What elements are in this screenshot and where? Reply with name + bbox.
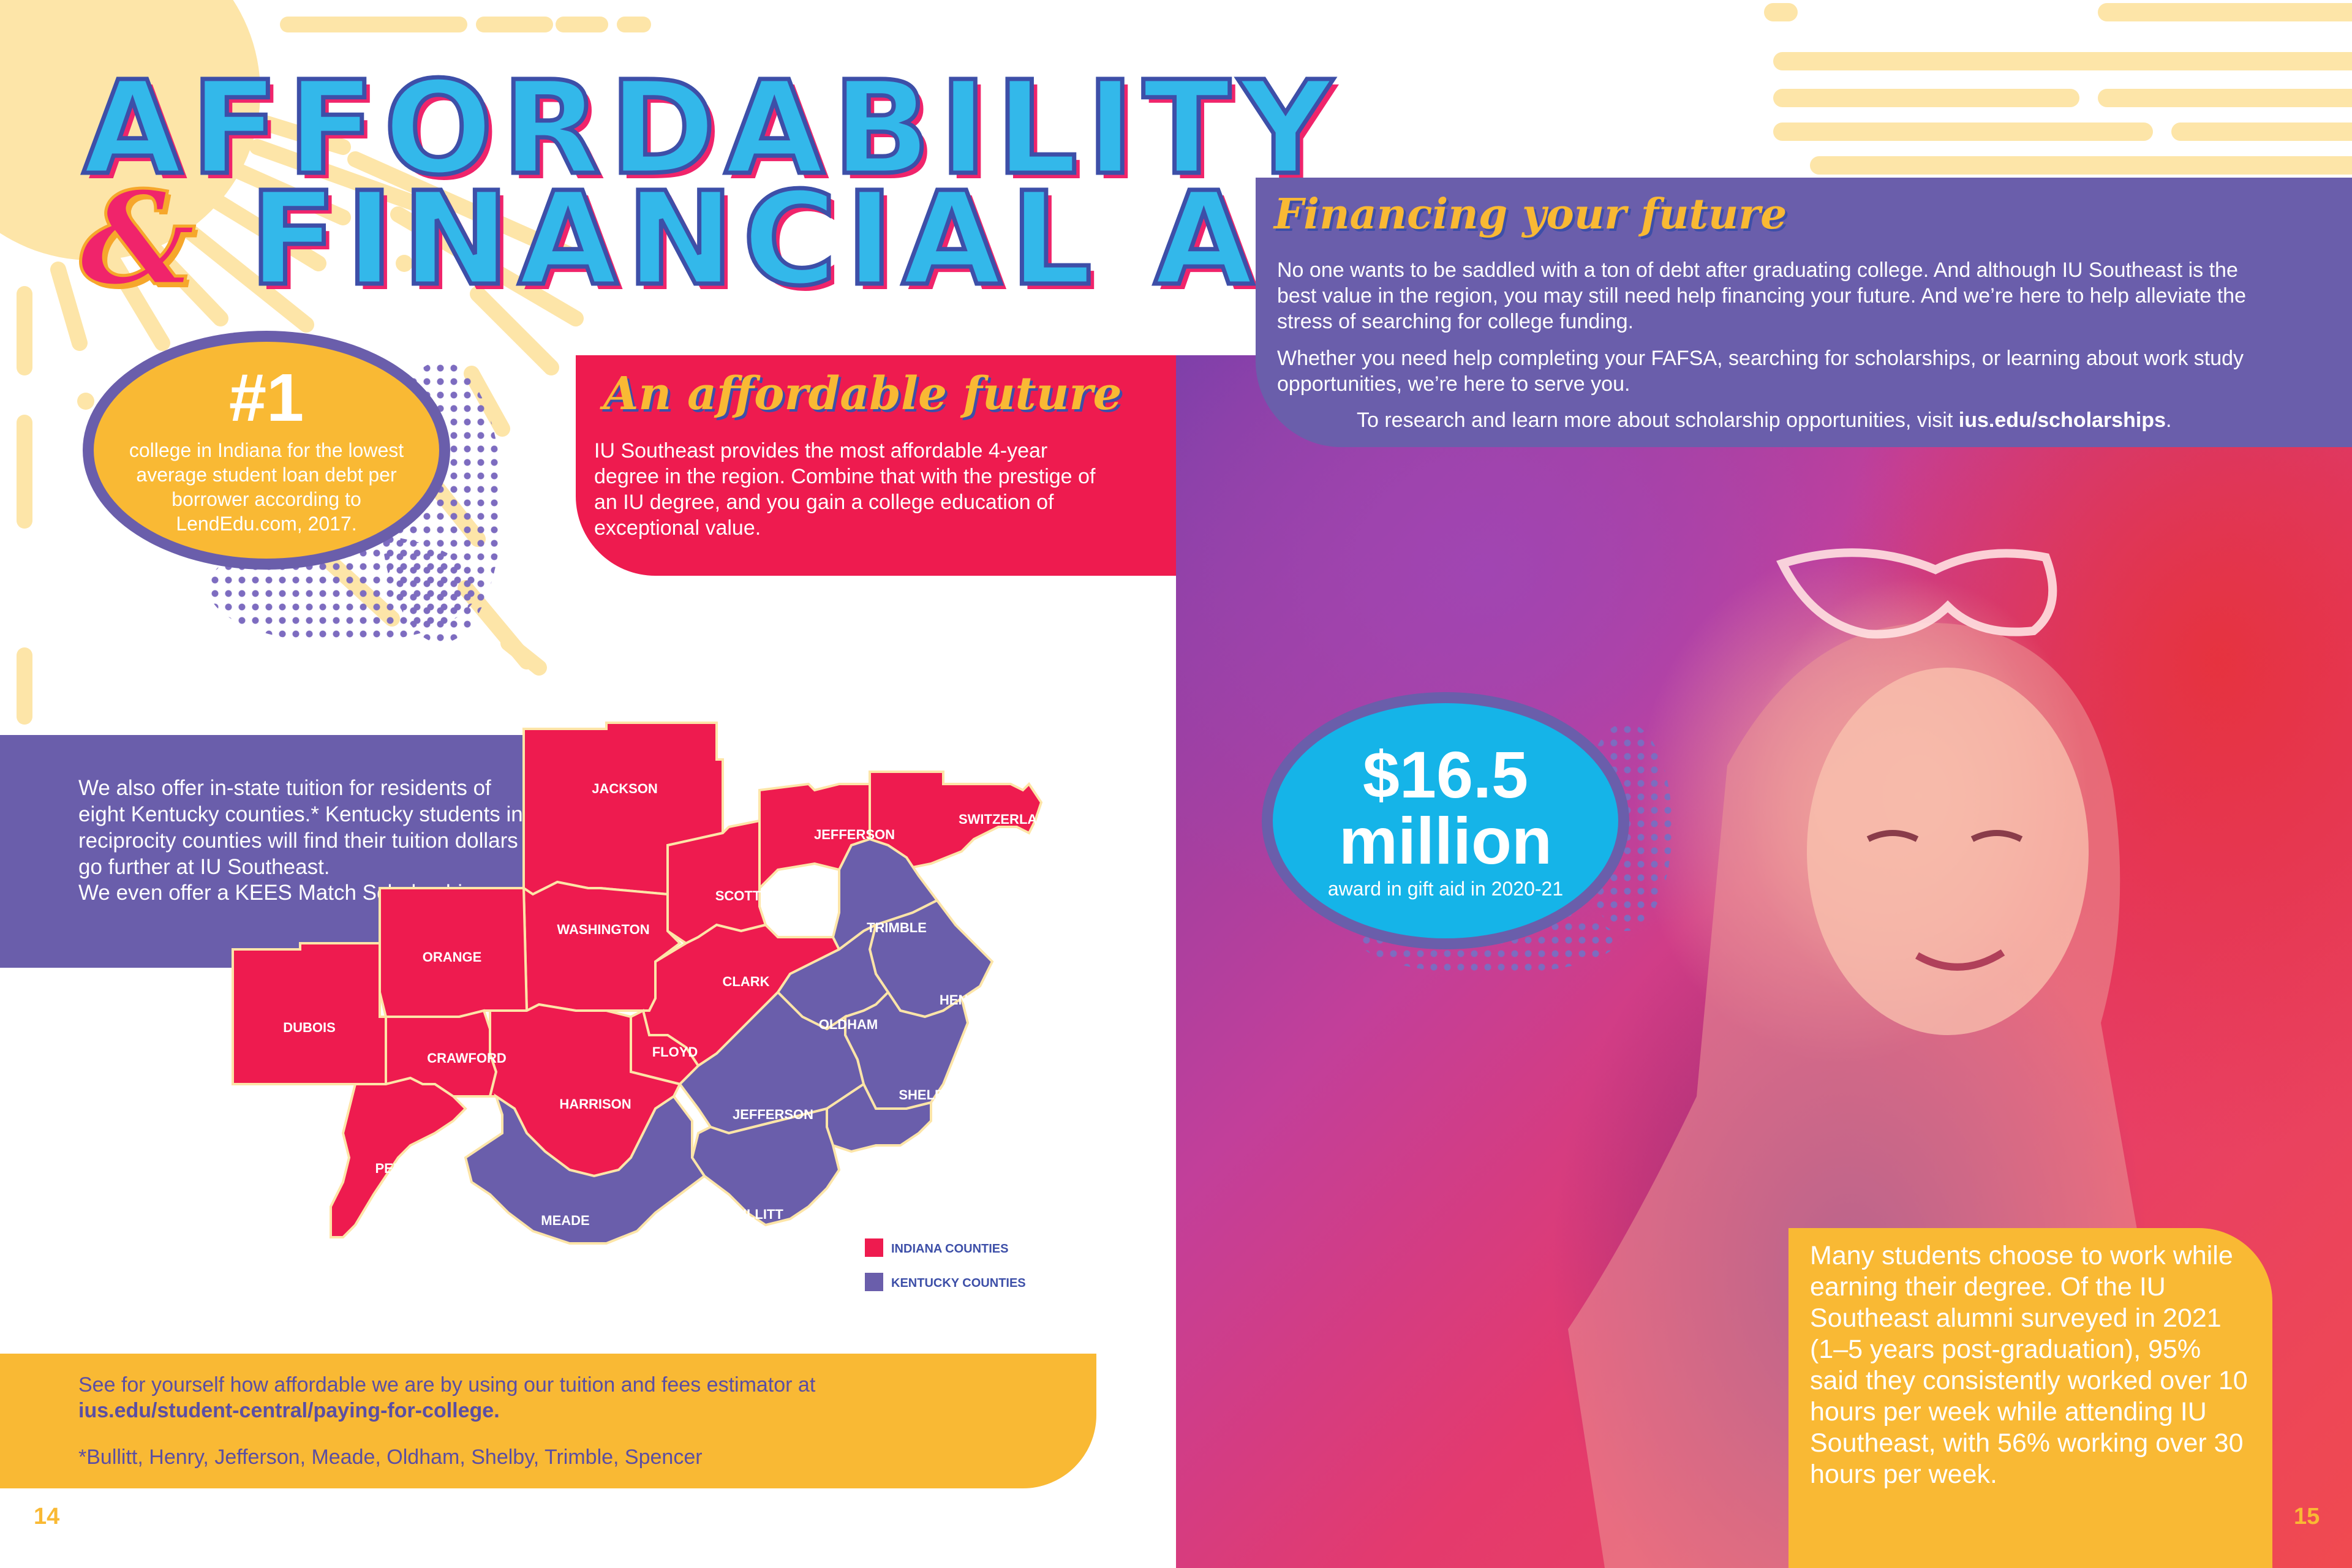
label-harrison: HARRISON [559,1096,631,1112]
financing-p1: No one wants to be saddled with a ton of… [1277,258,2246,333]
label-spencer: SPENCER [863,1161,928,1176]
estimator-card [0,1354,1096,1488]
rank-text: college in Indiana for the lowest averag… [129,439,404,535]
gift-aid-unit: million [1339,803,1552,878]
estimator-description: See for yourself how affordable we are b… [78,1373,816,1396]
gift-aid-amount: $16.5 [1362,737,1529,812]
label-perry: PERRY [375,1161,421,1176]
financing-p3-suffix: . [2165,409,2172,432]
affordable-future-body: IU Southeast provides the most affordabl… [594,439,1096,540]
estimator-link[interactable]: ius.edu/student-central/paying-for-colle… [78,1399,500,1422]
label-jackson: JACKSON [592,781,658,796]
label-switzerland: SWITZERLAND [959,812,1057,827]
financing-p3-prefix: To research and learn more about scholar… [1357,409,1953,432]
financing-p3: To research and learn more about scholar… [1357,407,2337,433]
footnote: *Bullitt, Henry, Jefferson, Meade, Oldha… [78,1446,703,1469]
page-number-right: 15 [2294,1504,2320,1529]
page-title-line1: AFFORDABILITY [81,53,1341,203]
county-bullitt [690,1107,841,1227]
page-title-line2-text: FINANCIAL AID [247,164,1434,314]
work-stat-text: Many students choose to work while earni… [1810,1241,2248,1489]
page-title-line2: & FINANCIAL AID [78,173,1434,306]
rank-badge: #1 college in Indiana for the lowest ave… [83,331,450,570]
county-meade [464,1093,706,1245]
label-meade: MEADE [541,1213,589,1228]
page-number-left: 14 [34,1504,60,1529]
label-bullitt: BULLITT [727,1207,783,1222]
scholarships-link[interactable]: ius.edu/scholarships [1958,409,2166,432]
label-shelby: SHELBY [899,1087,954,1102]
affordable-future-card [576,355,1176,576]
financing-heading: Financing your future [1274,190,1787,239]
kentucky-counties [464,837,994,1245]
legend-swatch-kentucky [865,1273,883,1291]
affordable-future-heading: An affordable future [603,368,1122,420]
label-crawford: CRAWFORD [427,1050,507,1066]
ampersand: & [78,163,198,314]
county-perry [330,1076,467,1238]
legend-indiana: INDIANA COUNTIES [891,1242,1008,1256]
county-dubois [232,942,387,1085]
legend-kentucky: KENTUCKY COUNTIES [891,1276,1026,1290]
label-trimble: TRIMBLE [867,920,927,935]
gift-aid-caption: award in gift aid in 2020-21 [1327,877,1564,900]
label-washington: WASHINGTON [557,922,649,937]
county-map: JACKSON JEFFERSON SWITZERLAND SCOTT WASH… [232,722,1057,1291]
label-jefferson-ky: JEFFERSON [733,1107,813,1122]
label-scott: SCOTT [715,888,761,903]
rank-number: #1 [228,360,304,435]
label-orange: ORANGE [423,949,482,965]
label-oldham: OLDHAM [819,1017,878,1032]
label-clark: CLARK [723,974,770,989]
label-dubois: DUBOIS [283,1020,336,1035]
financing-card [1256,178,2352,447]
estimator-text: See for yourself how affordable we are b… [78,1372,1058,1423]
legend-swatch-indiana [865,1238,883,1257]
gift-aid-badge: $16.5 million award in gift aid in 2020-… [1262,692,1629,949]
corner-stripes [1764,3,2352,175]
financing-p2: Whether you need help completing your FA… [1277,347,2244,396]
label-floyd: FLOYD [652,1044,698,1060]
label-jefferson-in: JEFFERSON [814,827,895,842]
work-stat-card [1789,1228,2272,1568]
in-state-body: We also offer in-state tuition for resid… [78,776,523,879]
label-henry: HENRY [940,992,987,1008]
